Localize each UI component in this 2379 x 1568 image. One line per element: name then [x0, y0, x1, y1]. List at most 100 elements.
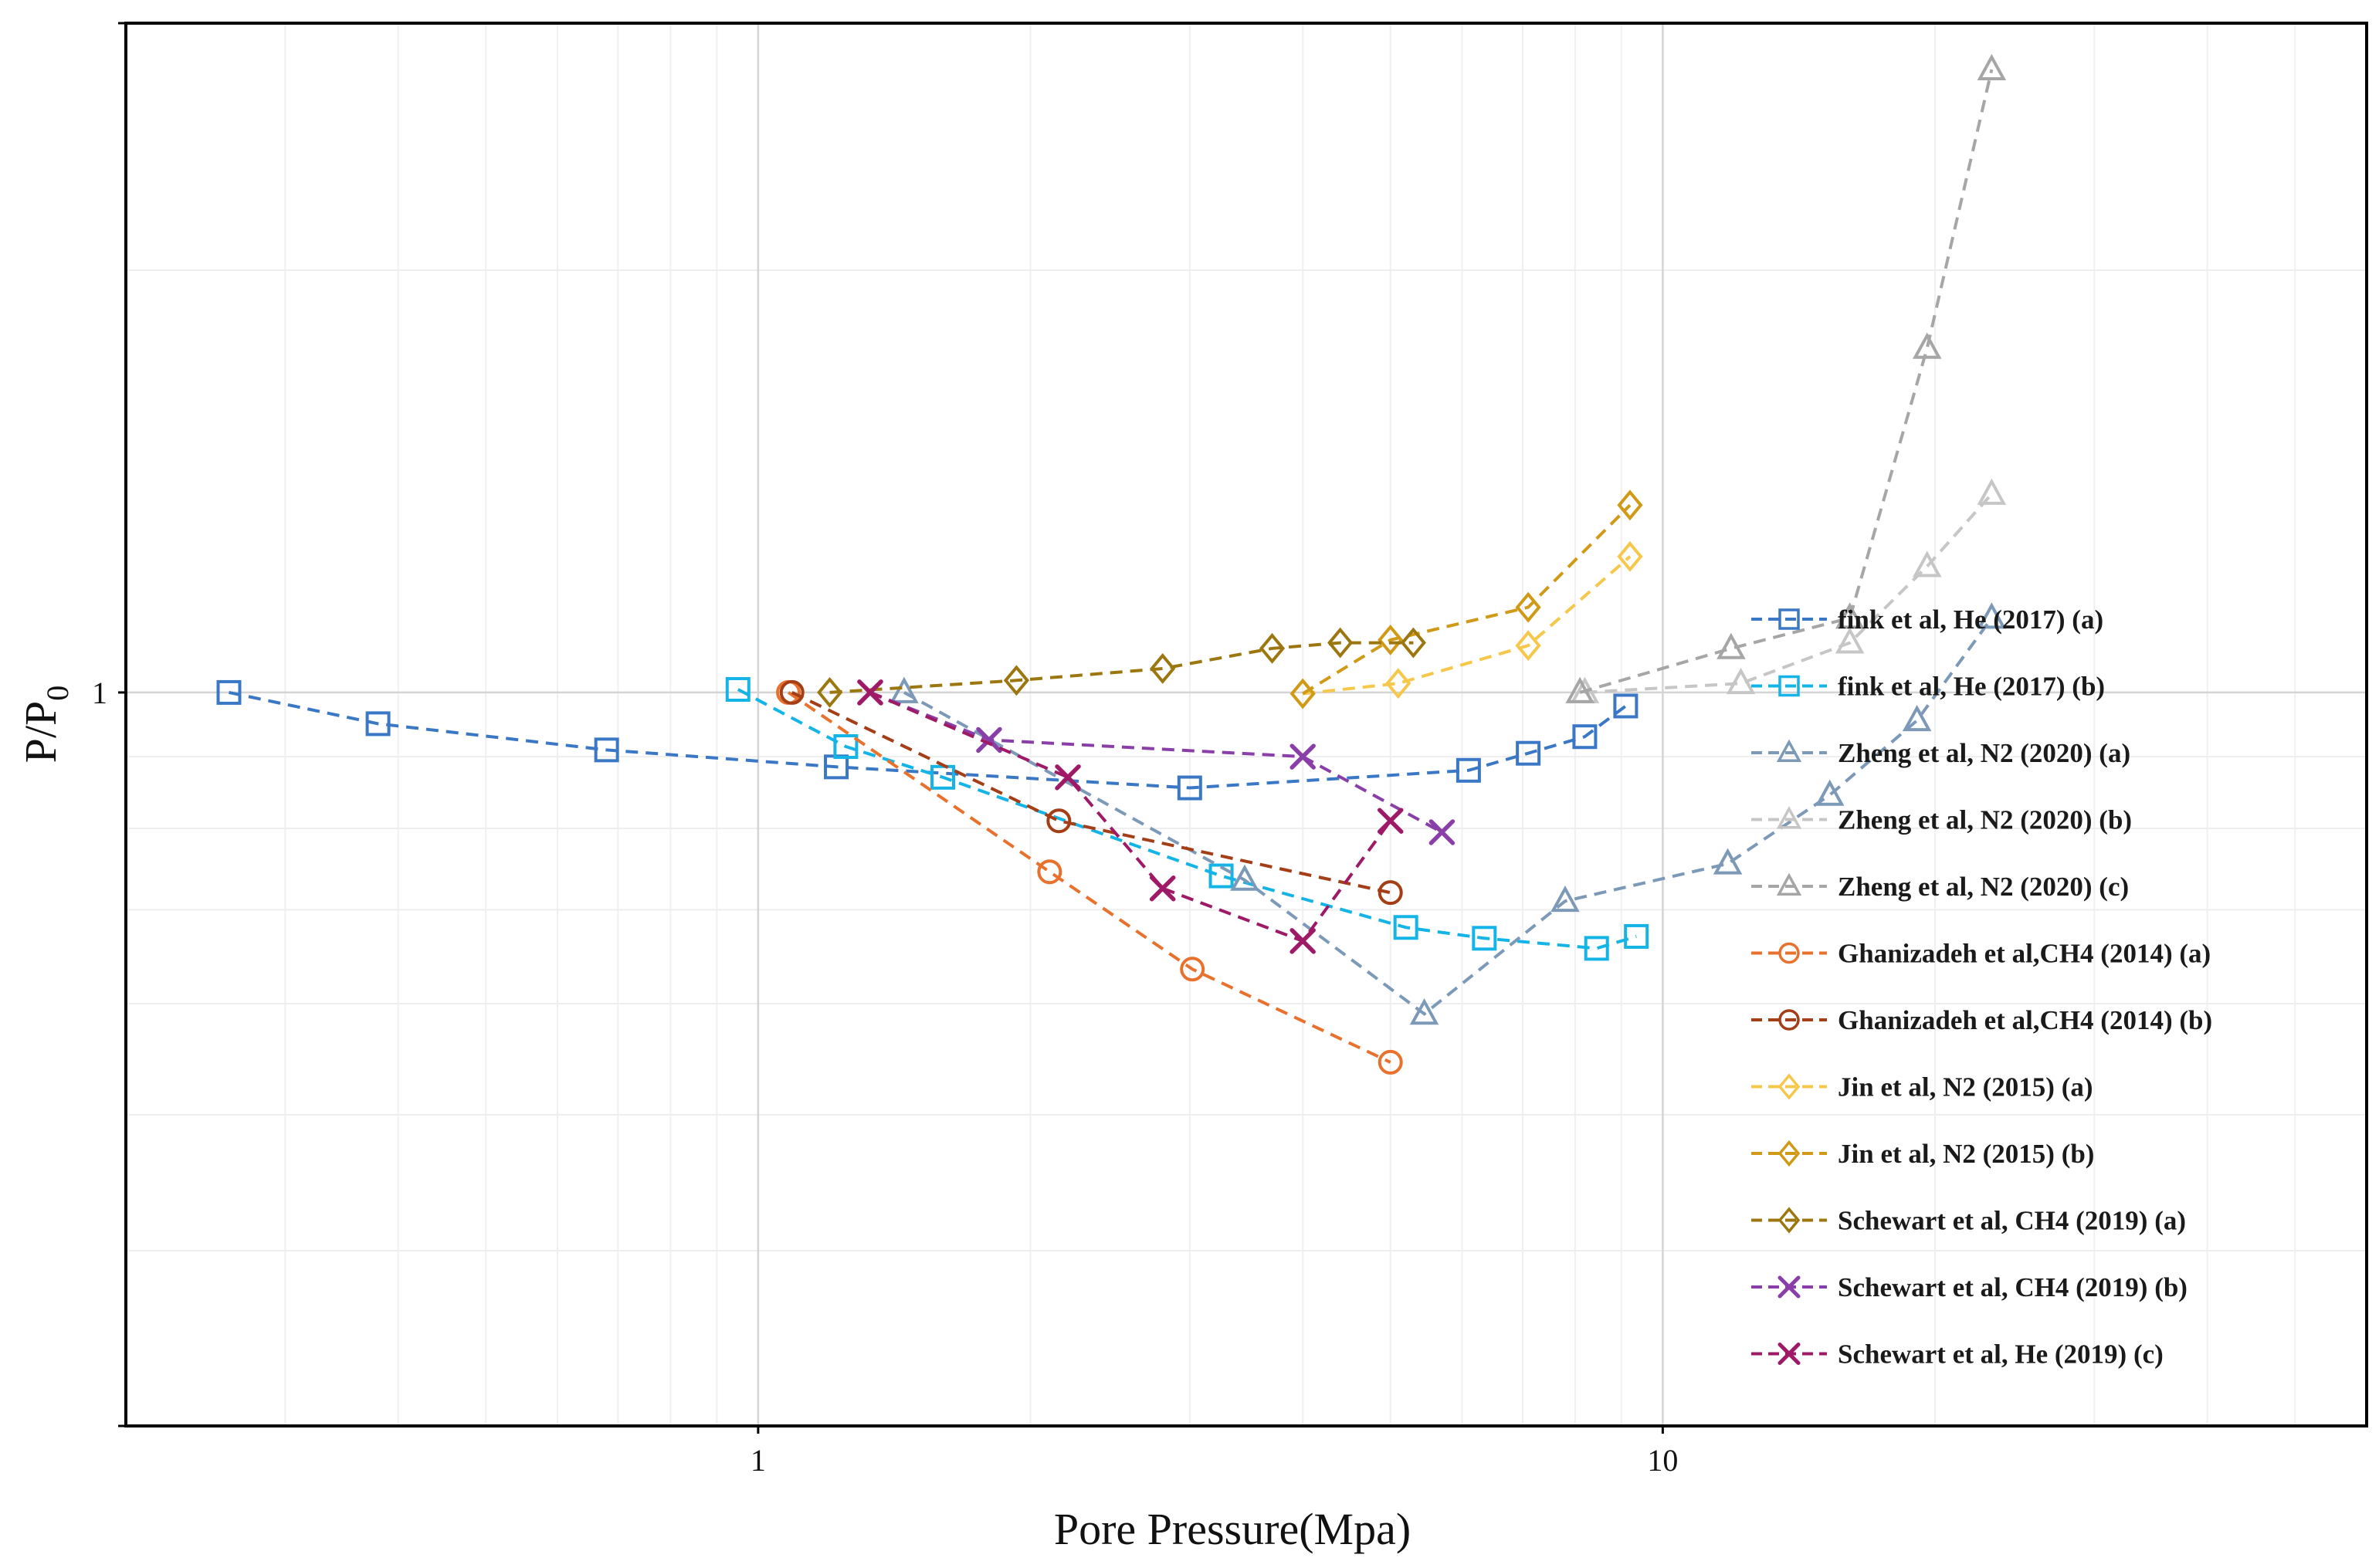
x-tick-label: 10: [1647, 1443, 1678, 1478]
series-line: [869, 691, 1443, 834]
data-point: [1400, 627, 1426, 659]
series-layer: [216, 53, 2007, 1075]
y-axis-title: P/P0: [15, 686, 75, 764]
legend-label: Schewart et al, CH4 (2019) (b): [1838, 1272, 2188, 1302]
data-point: [1149, 875, 1176, 902]
data-point: [1778, 1009, 1800, 1031]
series-3: [890, 602, 2007, 1025]
data-point: [1046, 808, 1072, 834]
data-point: [1835, 602, 1865, 629]
data-point: [1385, 668, 1411, 699]
data-point: [1776, 739, 1802, 762]
series-line: [1302, 555, 1632, 696]
data-point: [1902, 705, 1932, 732]
data-point: [817, 677, 843, 708]
data-point: [1516, 740, 1541, 766]
data-point: [1180, 957, 1205, 982]
data-point: [1289, 678, 1316, 709]
legend-item: Schewart et al, He (2019) (c): [1751, 1339, 2164, 1370]
legend-item: Jin et al, N2 (2015) (a): [1751, 1072, 2093, 1102]
data-point: [1177, 775, 1202, 801]
legend-label: Jin et al, N2 (2015) (b): [1838, 1139, 2094, 1169]
grid-major: [126, 23, 2367, 1426]
data-point: [1778, 675, 1800, 697]
data-point: [1378, 880, 1403, 906]
legend-item: Jin et al, N2 (2015) (b): [1751, 1139, 2094, 1169]
series-line: [869, 691, 1392, 943]
data-point: [1778, 942, 1800, 964]
x-axis-title: Pore Pressure(Mpa): [1054, 1504, 1411, 1554]
series-line: [829, 641, 1414, 694]
legend-item: Schewart et al, CH4 (2019) (b): [1751, 1272, 2188, 1302]
data-point: [1777, 1073, 1801, 1100]
legend-item: Zheng et al, N2 (2020) (c): [1751, 872, 2129, 902]
series-6: [776, 679, 1403, 1075]
data-point: [1726, 667, 1756, 695]
data-point: [1977, 478, 2007, 505]
data-point: [976, 726, 1002, 754]
series-line: [903, 617, 1994, 1016]
y-axis-title-main: P/P: [15, 701, 66, 764]
plot-frame: [124, 22, 2368, 1427]
data-point: [1150, 653, 1176, 684]
data-point: [1550, 885, 1580, 913]
legend-item: Schewart et al, CH4 (2019) (a): [1751, 1206, 2186, 1236]
data-point: [1815, 779, 1845, 806]
series-line: [1579, 69, 1994, 694]
legend-label: Ghanizadeh et al,CH4 (2014) (b): [1838, 1005, 2212, 1035]
data-point: [1977, 602, 2007, 629]
data-point: [1617, 489, 1643, 521]
data-point: [1777, 1343, 1801, 1365]
data-point: [1289, 928, 1316, 954]
data-point: [1777, 1275, 1801, 1299]
data-point: [857, 679, 883, 706]
legend-label: Ghanizadeh et al,CH4 (2014) (a): [1838, 939, 2211, 969]
legend-label: Jin et al, N2 (2015) (a): [1838, 1072, 2093, 1102]
data-point: [1003, 665, 1029, 696]
data-point: [1624, 923, 1649, 949]
data-point: [1515, 591, 1541, 623]
legend: fink et al, He (2017) (a) fink et al, He …: [1751, 605, 2212, 1370]
y-tick-label: 1: [92, 676, 107, 710]
data-point: [1565, 676, 1594, 703]
data-point: [1208, 863, 1234, 889]
data-point: [1037, 859, 1062, 885]
data-point: [833, 734, 859, 760]
legend-item: Ghanizadeh et al,CH4 (2014) (a): [1751, 939, 2211, 969]
data-point: [1977, 53, 2007, 80]
data-point: [1778, 608, 1800, 630]
legend-label: Schewart et al, CH4 (2019) (a): [1838, 1206, 2186, 1236]
data-point: [1572, 724, 1598, 750]
data-point: [365, 711, 391, 737]
data-point: [725, 676, 751, 702]
legend-label: Zheng et al, N2 (2020) (a): [1838, 738, 2130, 768]
legend-item: Zheng et al, N2 (2020) (b): [1751, 805, 2132, 835]
legend-item: fink et al, He (2017) (b): [1751, 672, 2105, 702]
series-10: [817, 627, 1426, 708]
data-point: [1776, 872, 1802, 896]
data-point: [1515, 630, 1541, 662]
data-point: [1393, 915, 1418, 940]
legend-item: fink et al, He (2017) (a): [1751, 605, 2103, 635]
data-point: [1428, 819, 1456, 845]
data-point: [216, 679, 242, 705]
data-point: [1456, 757, 1481, 783]
data-point: [1776, 806, 1802, 829]
series-2: [725, 676, 1649, 961]
series-7: [779, 679, 1403, 906]
legend-item: Ghanizadeh et al,CH4 (2014) (b): [1751, 1005, 2212, 1035]
series-line: [1584, 493, 1993, 694]
legend-item: Zheng et al, N2 (2020) (a): [1751, 738, 2130, 768]
series-line: [229, 690, 1627, 790]
series-line: [1302, 503, 1632, 696]
data-point: [1377, 808, 1404, 834]
data-point: [1378, 1049, 1403, 1075]
data-point: [1409, 998, 1439, 1025]
x-tick-label: 1: [751, 1443, 766, 1478]
series-9: [1289, 489, 1643, 709]
data-point: [1230, 864, 1259, 891]
series-4: [1570, 478, 2007, 703]
data-point: [1617, 540, 1643, 572]
